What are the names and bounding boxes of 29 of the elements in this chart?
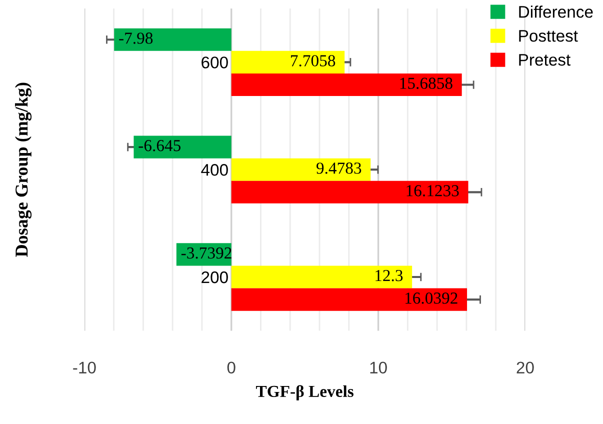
bar bbox=[231, 180, 468, 204]
bar bbox=[231, 50, 345, 74]
y-tick-label: 600 bbox=[202, 56, 228, 68]
x-tick-label: -10 bbox=[73, 362, 96, 374]
legend-label: Pretest bbox=[519, 54, 570, 66]
data-label: 15.6858 bbox=[400, 78, 452, 89]
bar bbox=[231, 73, 462, 96]
y-tick-label: 400 bbox=[201, 164, 228, 176]
y-axis-title: Dosage Group (mg/kg) bbox=[15, 82, 32, 257]
x-tick-label: 0 bbox=[227, 362, 236, 374]
data-label: -3.7392 bbox=[181, 247, 232, 259]
bar bbox=[231, 158, 371, 181]
data-label: -6.645 bbox=[138, 140, 181, 152]
bar bbox=[231, 288, 468, 311]
data-label: -7.98 bbox=[119, 32, 153, 44]
y-tick-label: 200 bbox=[202, 271, 228, 284]
legend-label: Difference bbox=[519, 6, 593, 18]
x-tick-label: 20 bbox=[516, 362, 534, 374]
data-label: 16.1233 bbox=[406, 185, 459, 196]
bar bbox=[134, 136, 232, 158]
data-label: 12.3 bbox=[376, 270, 403, 282]
bar bbox=[231, 266, 412, 288]
data-label: 9.4783 bbox=[316, 162, 362, 174]
x-axis-title: TGF-β Levels bbox=[256, 385, 354, 400]
data-label: 7.7058 bbox=[291, 55, 336, 66]
data-label: 16.0392 bbox=[406, 292, 458, 304]
legend-label: Posttest bbox=[519, 30, 578, 42]
x-tick-label: 10 bbox=[370, 362, 387, 374]
bar bbox=[114, 28, 232, 51]
